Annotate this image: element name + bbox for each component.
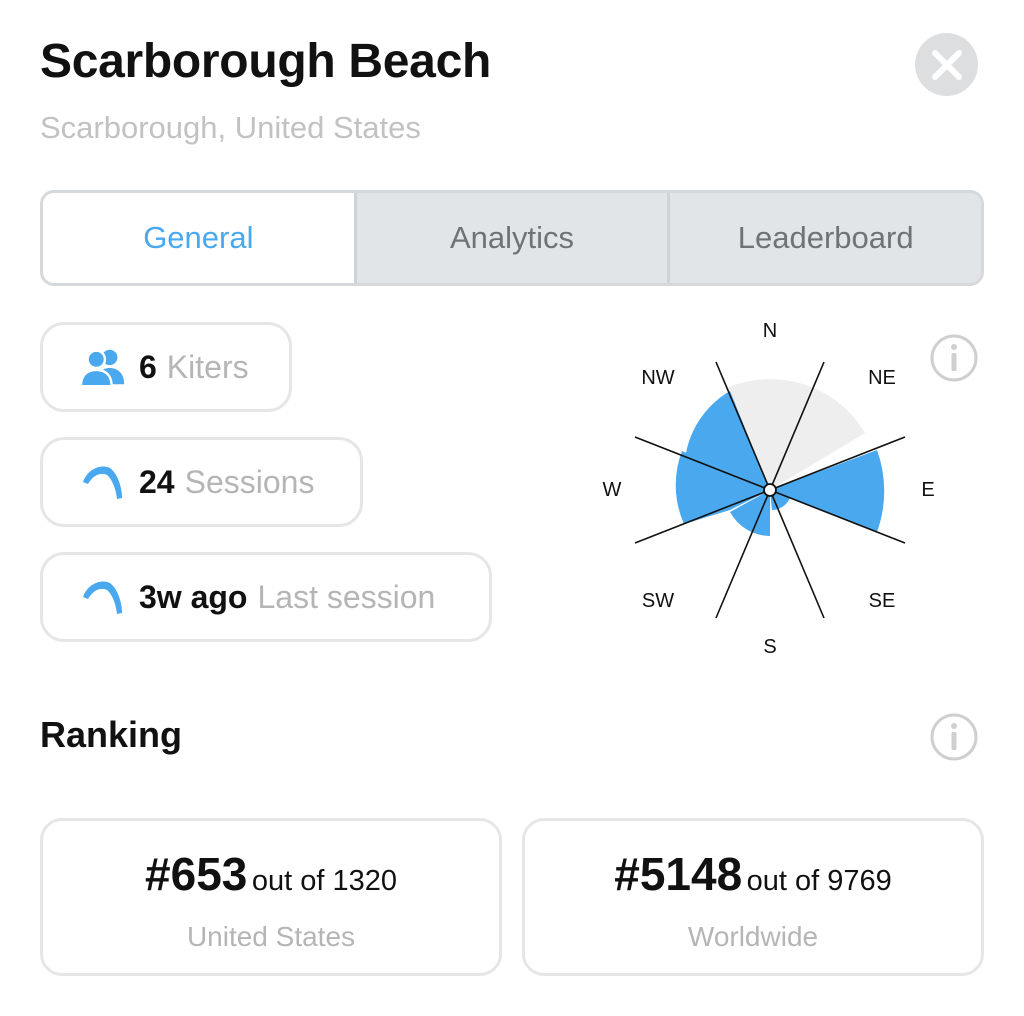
direction-label-nw: NW xyxy=(641,367,674,389)
users-icon xyxy=(79,343,127,391)
tab-bar: General Analytics Leaderboard xyxy=(40,190,984,286)
wind-sector-n xyxy=(727,379,865,490)
wind-rose-center xyxy=(763,483,777,497)
wind-sector-se xyxy=(770,490,790,510)
direction-label-e: E xyxy=(921,479,934,501)
kiters-label: Kiters xyxy=(166,348,249,385)
sessions-count: 24 xyxy=(139,463,175,500)
direction-label-ne: NE xyxy=(868,367,896,389)
rank-card-worldwide: #5148 out of 9769 Worldwide xyxy=(522,818,984,976)
tab-leaderboard[interactable]: Leaderboard xyxy=(667,193,981,283)
tab-general[interactable]: General xyxy=(43,193,354,283)
tab-analytics[interactable]: Analytics xyxy=(353,193,668,283)
direction-label-s: S xyxy=(763,636,776,658)
rank-total: out of 1320 xyxy=(251,865,397,897)
close-icon xyxy=(931,49,962,80)
last-session-label: Last session xyxy=(257,578,436,615)
page-title: Scarborough Beach xyxy=(40,35,491,88)
rank-number: #5148 xyxy=(614,848,743,900)
wind-sector-w xyxy=(675,451,770,524)
last-session-stat: 3w ago Last session xyxy=(40,552,492,642)
sessions-stat: 24 Sessions xyxy=(40,437,363,527)
direction-label-se: SE xyxy=(869,590,896,612)
wind-rose: N NE E SE S SW W NW xyxy=(603,320,935,658)
location-subtitle: Scarborough, United States xyxy=(40,110,421,145)
kiters-count: 6 xyxy=(139,348,157,385)
wind-sector-e xyxy=(770,450,885,532)
direction-label-n: N xyxy=(763,320,777,342)
rank-total: out of 9769 xyxy=(746,865,892,897)
direction-label-w: W xyxy=(603,479,622,501)
kiters-stat: 6 Kiters xyxy=(40,322,292,412)
kite-icon xyxy=(79,458,127,506)
ranking-heading: Ranking xyxy=(40,714,183,755)
sessions-label: Sessions xyxy=(184,463,315,500)
ranking-info-icon[interactable] xyxy=(929,712,979,762)
rank-region: Worldwide xyxy=(687,921,819,952)
close-button[interactable] xyxy=(915,33,978,96)
rank-number: #653 xyxy=(145,848,248,900)
kite-icon xyxy=(79,573,127,621)
last-session-value: 3w ago xyxy=(139,578,248,615)
rank-region: United States xyxy=(186,921,356,952)
wind-sector-sw xyxy=(730,490,770,536)
direction-label-sw: SW xyxy=(642,590,674,612)
wind-sector-nw xyxy=(686,391,770,490)
info-icon[interactable] xyxy=(929,333,979,383)
rank-card-country: #653 out of 1320 United States xyxy=(40,818,502,976)
